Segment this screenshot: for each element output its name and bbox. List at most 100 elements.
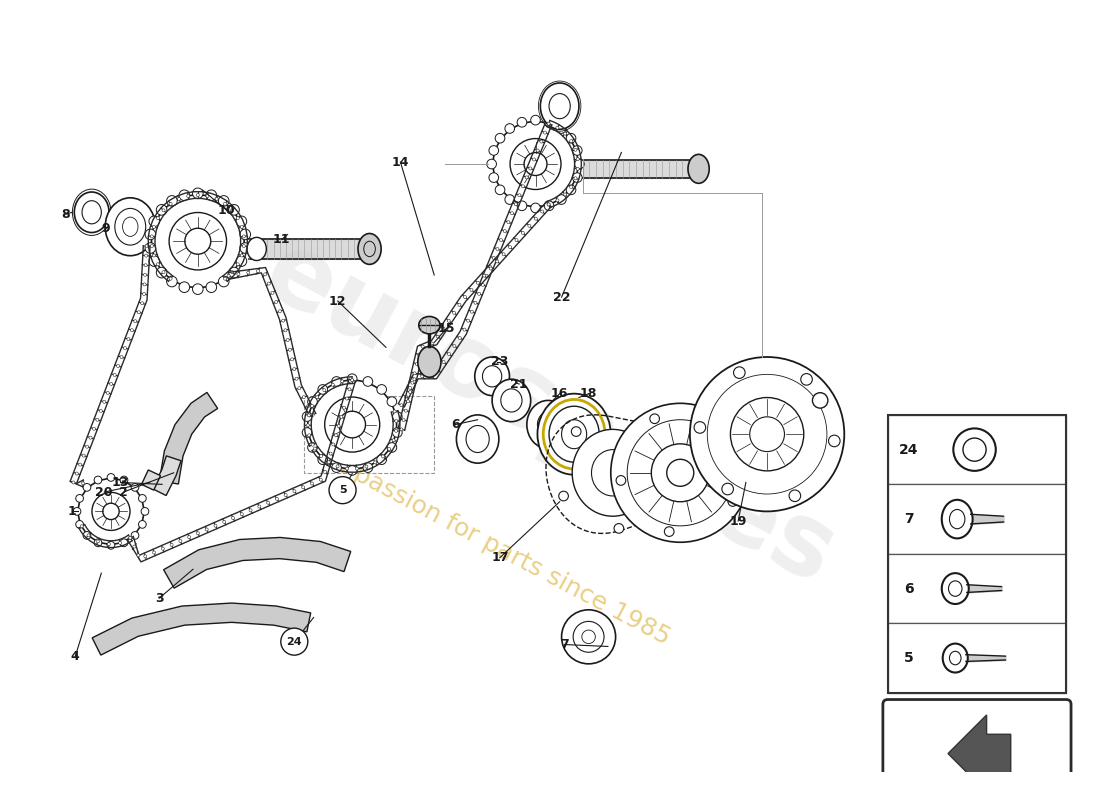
Circle shape — [286, 338, 289, 342]
Circle shape — [319, 478, 322, 481]
Circle shape — [334, 434, 338, 437]
Circle shape — [179, 539, 182, 542]
Circle shape — [408, 386, 411, 390]
Text: 12: 12 — [329, 294, 346, 307]
Circle shape — [547, 122, 550, 125]
Circle shape — [223, 202, 227, 206]
Ellipse shape — [75, 192, 109, 233]
Circle shape — [107, 542, 114, 550]
Circle shape — [563, 193, 566, 196]
Circle shape — [342, 406, 345, 410]
Circle shape — [327, 462, 329, 464]
Circle shape — [341, 380, 343, 383]
Circle shape — [322, 389, 326, 392]
Circle shape — [129, 537, 132, 539]
Circle shape — [495, 134, 505, 143]
Circle shape — [400, 404, 403, 406]
Circle shape — [488, 266, 492, 269]
Text: 24: 24 — [286, 637, 302, 646]
Ellipse shape — [942, 500, 972, 538]
Polygon shape — [160, 392, 218, 484]
Circle shape — [249, 509, 252, 512]
Circle shape — [188, 536, 190, 538]
Circle shape — [404, 395, 407, 398]
Polygon shape — [92, 603, 310, 655]
Circle shape — [302, 428, 312, 438]
Text: 7: 7 — [904, 512, 914, 526]
Circle shape — [566, 185, 576, 194]
Text: 1: 1 — [68, 505, 77, 518]
Text: 11: 11 — [273, 233, 290, 246]
Circle shape — [400, 428, 403, 431]
Circle shape — [308, 442, 317, 452]
Circle shape — [502, 253, 505, 256]
Circle shape — [442, 361, 446, 364]
Circle shape — [275, 498, 278, 500]
FancyBboxPatch shape — [888, 484, 1066, 554]
Ellipse shape — [562, 420, 586, 449]
Circle shape — [236, 216, 246, 226]
Circle shape — [414, 372, 416, 375]
Circle shape — [518, 194, 521, 197]
Circle shape — [130, 329, 133, 332]
Polygon shape — [164, 538, 351, 588]
Circle shape — [722, 483, 734, 495]
Circle shape — [528, 224, 531, 227]
Circle shape — [547, 203, 550, 206]
Circle shape — [574, 159, 584, 169]
Circle shape — [240, 254, 243, 257]
Circle shape — [144, 254, 147, 257]
Circle shape — [570, 139, 573, 142]
Circle shape — [206, 194, 209, 198]
Text: 109 01: 109 01 — [943, 787, 1011, 800]
Circle shape — [556, 199, 559, 202]
Circle shape — [139, 521, 146, 528]
Circle shape — [267, 282, 271, 285]
Text: 7: 7 — [560, 638, 569, 651]
Circle shape — [302, 395, 306, 398]
Circle shape — [295, 378, 298, 380]
Circle shape — [144, 555, 146, 558]
Circle shape — [177, 198, 180, 201]
Circle shape — [153, 254, 155, 257]
Circle shape — [530, 203, 540, 213]
Circle shape — [162, 547, 164, 550]
Circle shape — [82, 454, 85, 457]
Circle shape — [302, 412, 312, 422]
Ellipse shape — [248, 238, 266, 261]
Circle shape — [136, 554, 140, 557]
Ellipse shape — [954, 429, 996, 471]
Circle shape — [348, 466, 358, 475]
Circle shape — [409, 390, 411, 394]
Circle shape — [246, 271, 250, 274]
Circle shape — [280, 628, 308, 655]
Text: 8: 8 — [62, 208, 70, 221]
Circle shape — [574, 148, 578, 151]
Ellipse shape — [949, 510, 965, 529]
Circle shape — [420, 374, 424, 378]
Circle shape — [307, 414, 310, 417]
Circle shape — [318, 385, 328, 394]
Circle shape — [134, 320, 136, 322]
Text: 22: 22 — [553, 290, 570, 304]
Circle shape — [156, 267, 167, 278]
Circle shape — [557, 124, 566, 134]
Circle shape — [308, 434, 310, 437]
Circle shape — [572, 173, 582, 182]
Circle shape — [223, 277, 227, 280]
Circle shape — [348, 388, 351, 391]
Circle shape — [393, 428, 403, 438]
Circle shape — [84, 483, 91, 491]
Circle shape — [151, 235, 153, 238]
Ellipse shape — [527, 401, 570, 449]
Circle shape — [559, 491, 569, 501]
Circle shape — [487, 159, 496, 169]
Circle shape — [169, 277, 172, 280]
Text: 13: 13 — [112, 476, 130, 489]
Circle shape — [126, 338, 130, 341]
Circle shape — [306, 424, 309, 427]
Circle shape — [145, 242, 156, 254]
Circle shape — [448, 353, 451, 356]
Circle shape — [403, 418, 405, 422]
Text: 19: 19 — [729, 514, 747, 527]
